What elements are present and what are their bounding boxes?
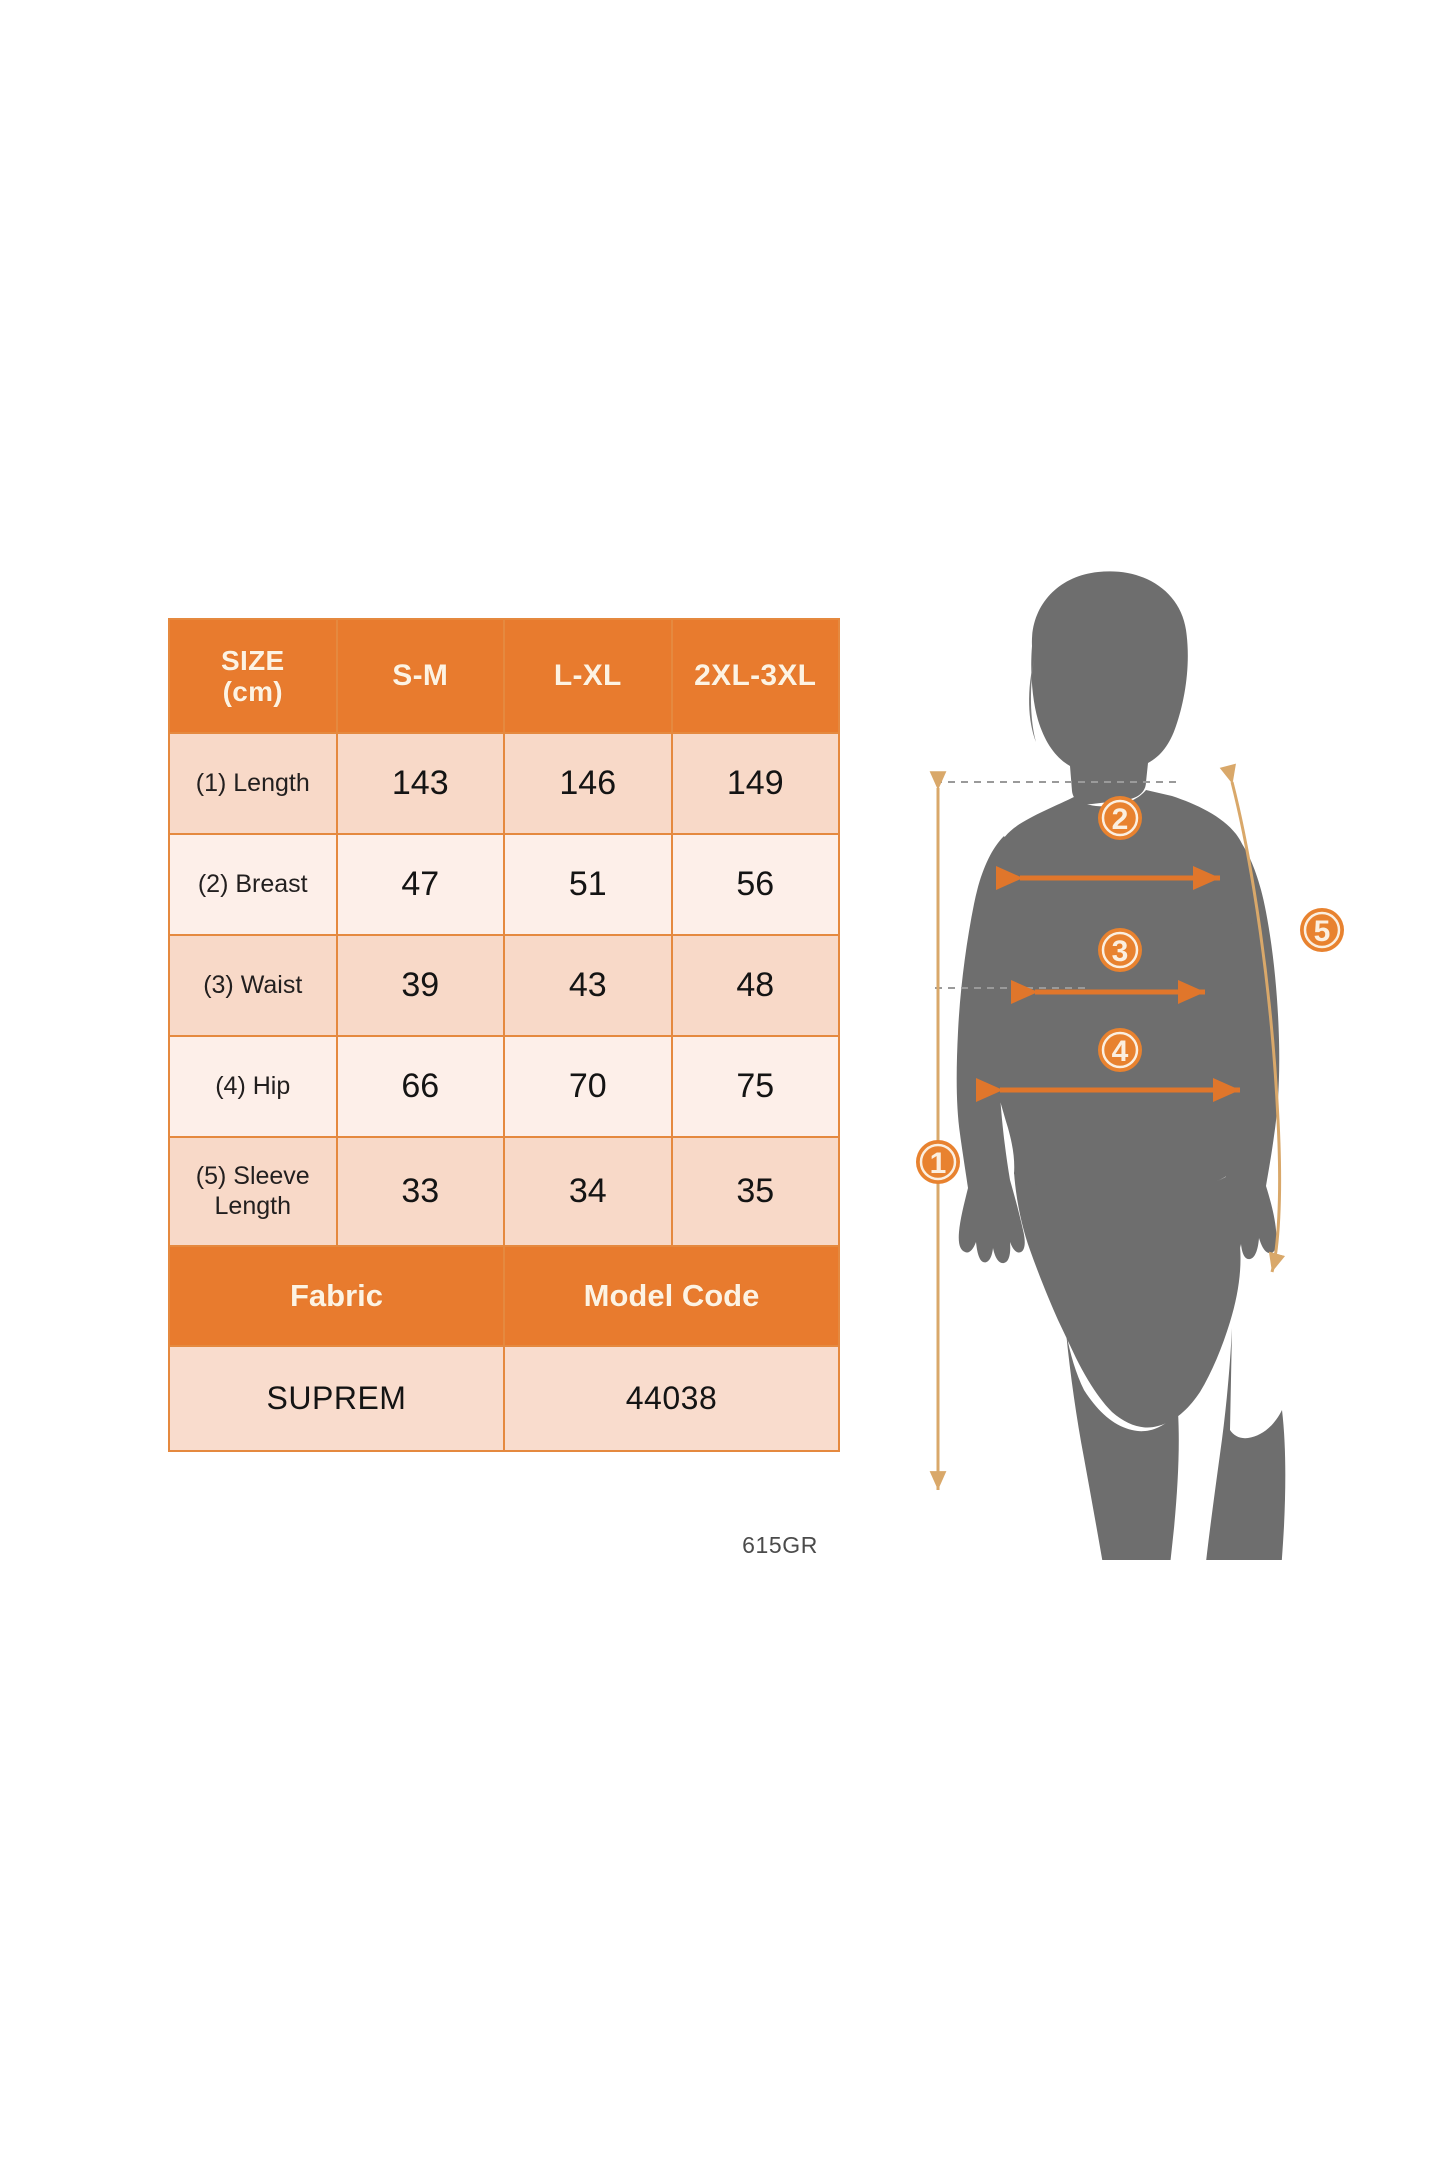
cell-breast-2xl3xl: 56 (670, 833, 840, 936)
footer-value-row: SUPREM 44038 (168, 1345, 840, 1452)
cell-breast-lxl: 51 (503, 833, 673, 936)
marker-badge-5-label: 5 (1314, 915, 1331, 948)
header-col-2xl-3xl: 2XL-3XL (670, 618, 840, 734)
cell-length-sm: 143 (335, 732, 505, 835)
cell-hip-sm: 66 (335, 1035, 505, 1138)
row-label-sleeve-length: (5) Sleeve Length (168, 1136, 338, 1247)
footer-header-model-code: Model Code (503, 1245, 840, 1347)
cell-hip-lxl: 70 (503, 1035, 673, 1138)
row-label-hip: (4) Hip (168, 1035, 338, 1138)
table-header-row: SIZE (cm) S-M L-XL 2XL-3XL (168, 618, 840, 734)
measure-line-length (929, 771, 1180, 1490)
cell-hip-2xl3xl: 75 (670, 1035, 840, 1138)
marker-badge-5: 5 (1300, 908, 1344, 952)
row-label-length: (1) Length (168, 732, 338, 835)
header-col-sm: S-M (335, 618, 505, 734)
header-unit-label: (cm) (222, 676, 283, 707)
cell-sleeve-lxl: 34 (503, 1136, 673, 1247)
row-label-breast: (2) Breast (168, 833, 338, 936)
row-label-waist: (3) Waist (168, 934, 338, 1037)
cell-length-2xl3xl: 149 (670, 732, 840, 835)
cell-breast-sm: 47 (335, 833, 505, 936)
measure-line-sleeve (1219, 763, 1286, 1273)
weight-code-label: 615GR (742, 1532, 818, 1558)
marker-badge-4-label: 4 (1112, 1035, 1129, 1068)
header-size-unit: SIZE (cm) (168, 618, 338, 734)
cell-waist-lxl: 43 (503, 934, 673, 1037)
measurement-figure-panel: 1 2 3 4 5 (880, 560, 1400, 1560)
cell-length-lxl: 146 (503, 732, 673, 835)
size-chart-table: SIZE (cm) S-M L-XL 2XL-3XL (1) Length 14… (168, 618, 840, 1452)
marker-badge-2: 2 (1098, 796, 1142, 840)
marker-badge-4: 4 (1098, 1028, 1142, 1072)
header-col-lxl: L-XL (503, 618, 673, 734)
table-row: (5) Sleeve Length 33 34 35 (168, 1136, 840, 1247)
marker-badge-3-label: 3 (1112, 935, 1129, 968)
sleeve-measure-arrow (1219, 763, 1286, 1273)
table-row: (1) Length 143 146 149 (168, 732, 840, 835)
table-row: (2) Breast 47 51 56 (168, 833, 840, 936)
footer-value-fabric: SUPREM (168, 1345, 505, 1452)
footer-header-fabric: Fabric (168, 1245, 505, 1347)
marker-badge-2-label: 2 (1112, 803, 1129, 836)
table-row: (4) Hip 66 70 75 (168, 1035, 840, 1138)
cell-sleeve-sm: 33 (335, 1136, 505, 1247)
marker-badge-3: 3 (1098, 928, 1142, 972)
header-size-label: SIZE (221, 644, 285, 676)
marker-badge-1: 1 (916, 1140, 960, 1184)
row-label-sleeve-line2: Length (214, 1191, 291, 1220)
female-silhouette-diagram: 1 2 3 4 5 (916, 571, 1344, 1560)
cell-waist-sm: 39 (335, 934, 505, 1037)
marker-badge-1-label: 1 (930, 1147, 947, 1180)
cell-sleeve-2xl3xl: 35 (670, 1136, 840, 1247)
table-row: (3) Waist 39 43 48 (168, 934, 840, 1037)
footer-value-model-code: 44038 (503, 1345, 840, 1452)
footer-header-row: Fabric Model Code (168, 1245, 840, 1347)
cell-waist-2xl3xl: 48 (670, 934, 840, 1037)
row-label-sleeve-line1: (5) Sleeve (195, 1162, 310, 1190)
